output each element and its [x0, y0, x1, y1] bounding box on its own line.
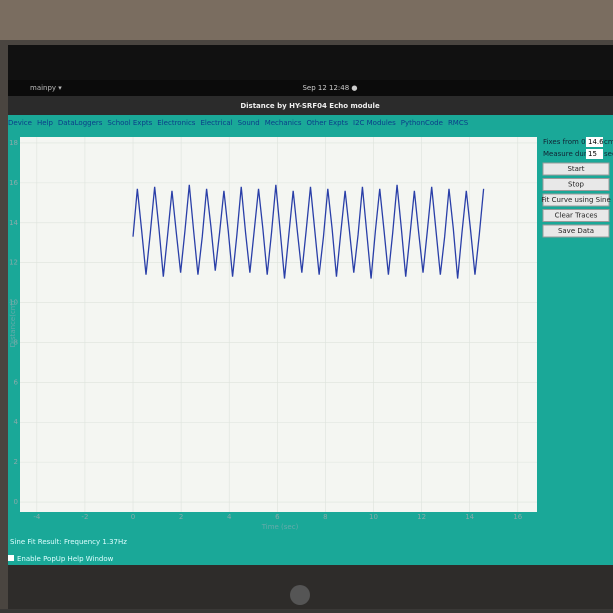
x-tick-label: 0	[131, 513, 135, 521]
menu-item[interactable]: Help	[37, 119, 54, 127]
x-tick-label: 12	[417, 513, 426, 521]
duration-value[interactable]: 15	[588, 150, 597, 158]
menu-item[interactable]: School Expts	[107, 119, 152, 127]
menu-item[interactable]: Electronics	[157, 119, 196, 127]
y-tick-label: 2	[14, 458, 18, 466]
logo	[290, 585, 310, 605]
checkbox[interactable]	[8, 555, 14, 561]
y-tick-label: 4	[14, 418, 19, 426]
background	[0, 0, 613, 40]
button-label[interactable]: Stop	[568, 181, 584, 189]
range-value[interactable]: 14.6	[588, 138, 604, 146]
checkbox-label[interactable]: Enable PopUp Help Window	[17, 555, 114, 563]
x-tick-label: 8	[323, 513, 327, 521]
button-label[interactable]: Fit Curve using Sine	[541, 196, 611, 204]
menu-item[interactable]: I2C Modules	[353, 119, 396, 127]
y-tick-label: 0	[14, 498, 18, 506]
app-menu[interactable]: mainpy ▾	[30, 84, 62, 92]
menu-item[interactable]: Mechanics	[265, 119, 302, 127]
x-tick-label: -2	[81, 513, 88, 521]
control-panel: Fixes from 0 to 14.6 cm Measure during 1…	[541, 137, 613, 237]
screen: mainpy ▾ Sep 12 12:48 ● Distance by HY-S…	[0, 0, 613, 609]
menu-item[interactable]: DataLoggers	[58, 119, 103, 127]
x-tick-label: 6	[275, 513, 280, 521]
window-title: Distance by HY-SRF04 Echo module	[240, 102, 380, 110]
status: Sine Fit Result: Frequency 1.37Hz	[10, 538, 127, 546]
x-tick-label: 4	[227, 513, 232, 521]
x-axis-label: Time (sec)	[261, 523, 299, 531]
menu-item[interactable]: Electrical	[200, 119, 232, 127]
y-tick-label: 16	[9, 179, 18, 187]
page: mainpy ▾ Sep 12 12:48 ● Distance by HY-S…	[0, 0, 613, 609]
menu-item[interactable]: Sound	[238, 119, 260, 127]
menu-item[interactable]: Device	[8, 119, 32, 127]
x-tick-label: -4	[33, 513, 41, 521]
clock: Sep 12 12:48 ●	[302, 84, 357, 92]
y-tick-label: 12	[9, 259, 18, 267]
y-tick-label: 18	[9, 139, 18, 147]
x-tick-label: 16	[513, 513, 522, 521]
button-label[interactable]: Start	[567, 165, 584, 173]
x-tick-label: 14	[465, 513, 474, 521]
y-axis-label: Distance(cm)	[9, 300, 17, 347]
button-label[interactable]: Clear Traces	[555, 212, 598, 220]
menu-item[interactable]: PythonCode	[401, 119, 443, 127]
y-tick-label: 6	[14, 378, 19, 386]
bezel-bottom	[8, 565, 613, 609]
y-tick-label: 14	[9, 219, 18, 227]
menu-item[interactable]: RMCS	[448, 119, 469, 127]
menu-item[interactable]: Other Expts	[307, 119, 349, 127]
plot-area	[20, 137, 537, 512]
duration-unit: sec	[604, 150, 613, 158]
range-unit: cm	[604, 138, 613, 146]
button-label[interactable]: Save Data	[558, 227, 594, 235]
x-tick-label: 10	[369, 513, 378, 521]
x-tick-label: 2	[179, 513, 183, 521]
